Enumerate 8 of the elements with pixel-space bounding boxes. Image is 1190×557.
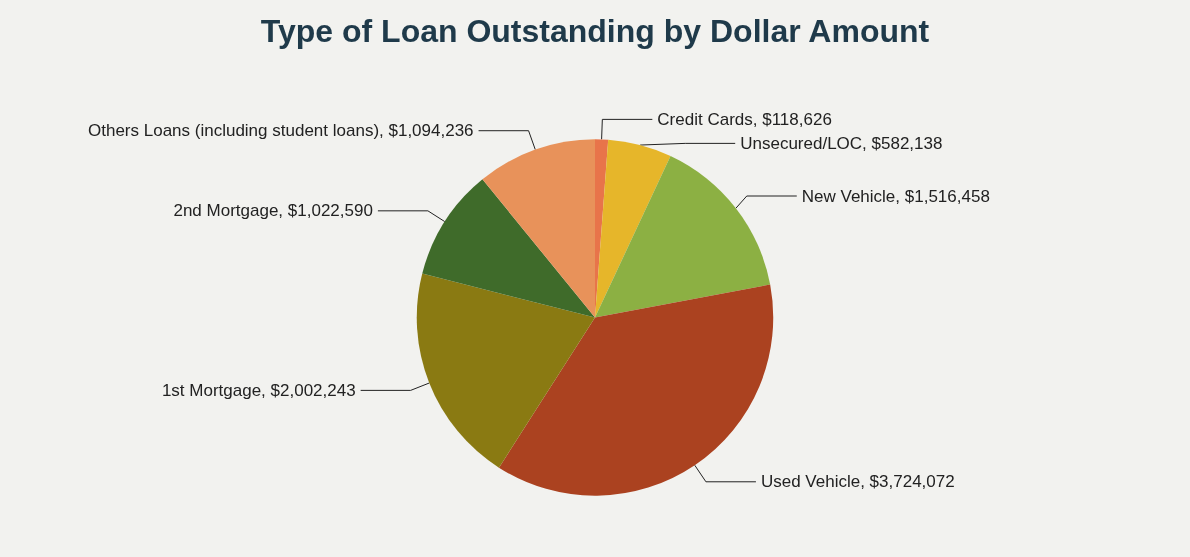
slice-label: Unsecured/LOC, $582,138 bbox=[740, 133, 943, 153]
slice-label: Credit Cards, $118,626 bbox=[657, 109, 832, 129]
slice-label: Others Loans (including student loans), $1,094,236 bbox=[87, 121, 474, 141]
slice-label: New Vehicle, $1,516,458 bbox=[801, 186, 990, 206]
slice-label: Used Vehicle, $3,724,072 bbox=[760, 472, 955, 492]
slice-label: 2nd Mortgage, $1,022,590 bbox=[173, 201, 373, 221]
slice-label: 1st Mortgage, $2,002,243 bbox=[161, 380, 356, 400]
chart-title: Type of Loan Outstanding by Dollar Amount bbox=[260, 13, 930, 49]
